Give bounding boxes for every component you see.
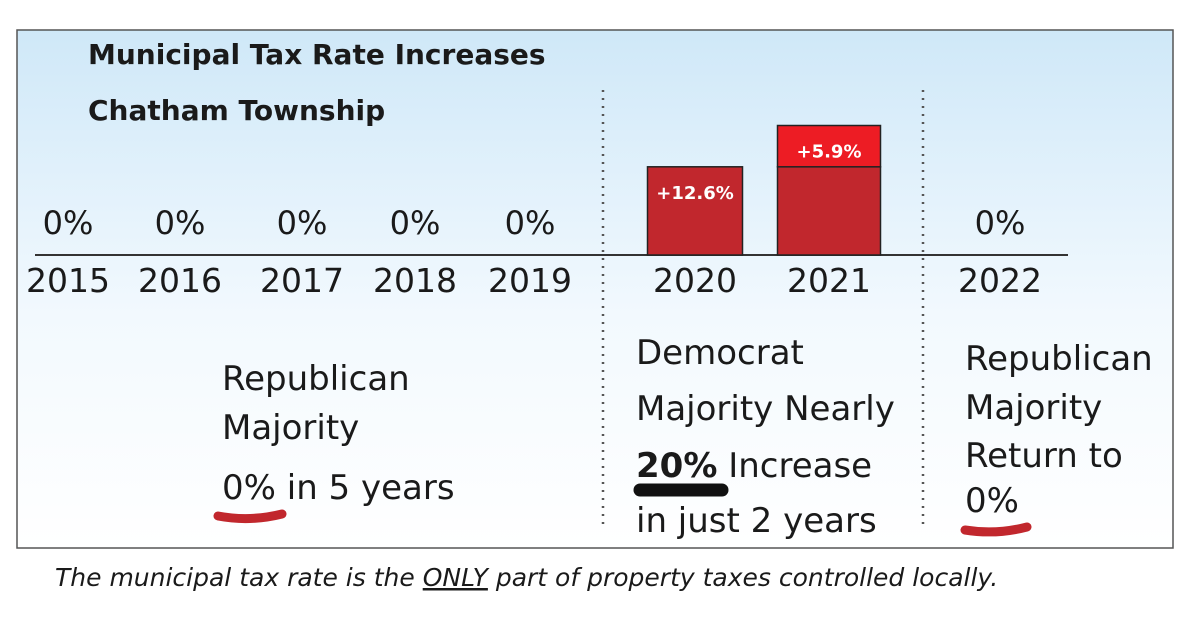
chart-subtitle: Chatham Township [88,94,385,127]
annotation-text: Increase [717,446,872,486]
annotation-line: 20% Increase [636,446,872,486]
annotation-line: Majority [222,408,359,448]
footnote: The municipal tax rate is the ONLY part … [55,563,998,592]
annotation: Republican Majority 0% in 5 years [213,359,455,524]
x-tick-label: 2018 [373,261,457,300]
x-tick-label: 2019 [488,261,572,300]
value-label: 0% [390,204,441,242]
annotation-line: Majority [965,388,1102,428]
annotation-line: Republican [965,339,1153,379]
value-label: 0% [155,204,206,242]
x-tick-label: 2017 [260,261,344,300]
x-tick-label: 2015 [26,261,110,300]
x-tick-label: 2016 [138,261,222,300]
value-label: +5.9% [796,142,861,163]
value-label: 0% [505,204,556,242]
annotation: Democrat Majority Nearly 20% Increase in… [633,333,895,541]
bar [776,166,882,256]
value-label: 0% [975,204,1026,242]
annotation-line: Democrat [636,333,804,373]
underline-stroke [213,509,287,524]
underline-stroke [960,522,1032,537]
value-label: +12.6% [656,183,734,204]
annotation: Republican Majority Return to 0% [960,339,1153,537]
annotation-line: 0% in 5 years [222,468,455,508]
annotation-line: Republican [222,359,410,399]
annotation-line: Majority Nearly [636,389,895,429]
footnote-text: The municipal tax rate is the [55,563,423,592]
panel [16,29,1174,549]
value-label: 0% [277,204,328,242]
footnote-text: part of property taxes controlled locall… [488,563,998,592]
x-tick-label: 2021 [787,261,871,300]
bar [646,166,744,256]
x-tick-label: 2022 [958,261,1042,300]
annotation-bold: 20% [636,446,717,486]
footnote-emphasis: ONLY [423,563,490,592]
chart-title: Municipal Tax Rate Increases [88,38,546,71]
annotation-line: Return to [965,436,1123,476]
annotation-line: in just 2 years [636,501,877,541]
annotation-line: 0% [965,481,1019,521]
bar [776,124,882,168]
x-tick-label: 2020 [653,261,737,300]
value-label: 0% [43,204,94,242]
